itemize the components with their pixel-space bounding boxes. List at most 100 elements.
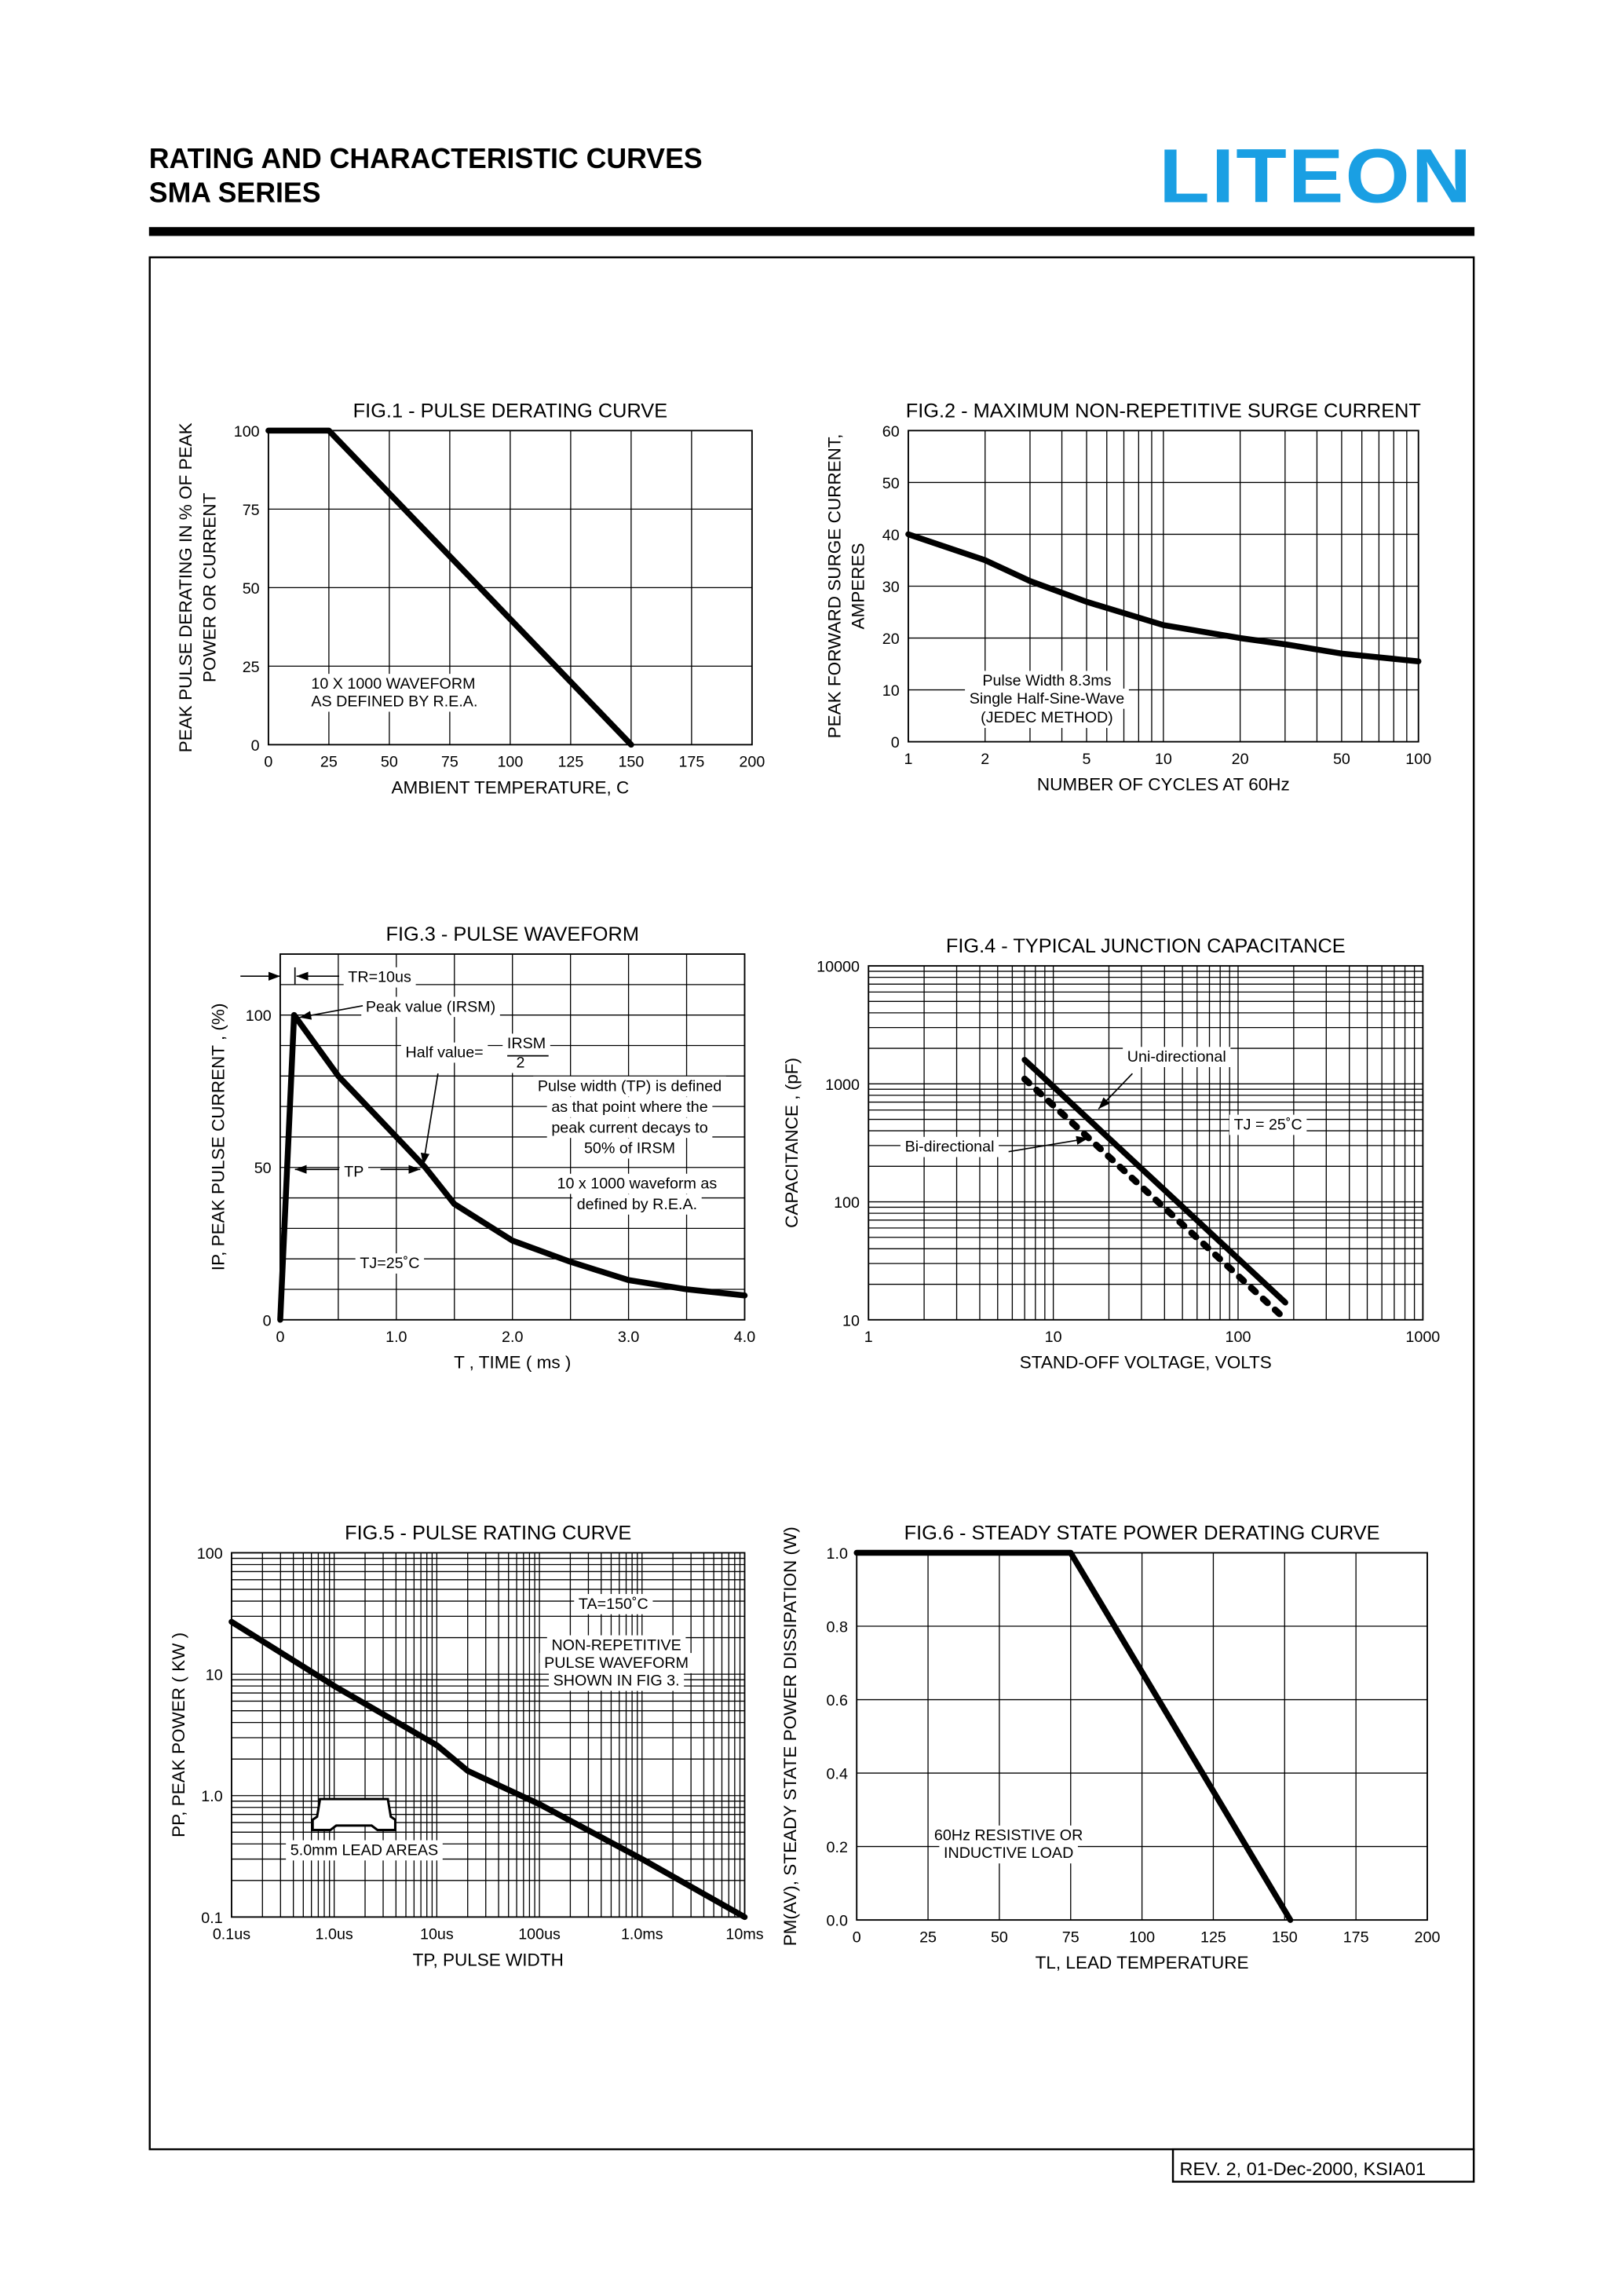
- y-axis-label: POWER OR CURRENT: [199, 492, 219, 682]
- annotation-text: PULSE WAVEFORM: [544, 1654, 689, 1672]
- y-tick-label: 75: [243, 502, 260, 519]
- data-point: [337, 1075, 339, 1077]
- y-tick-label: 0.6: [827, 1692, 848, 1709]
- x-tick-label: 175: [678, 754, 704, 771]
- data-point: [327, 430, 330, 432]
- y-tick-label: 50: [882, 475, 900, 492]
- x-tick-label: 2.0: [502, 1329, 523, 1346]
- x-tick-label: 1.0: [385, 1329, 407, 1346]
- arrow-icon: [420, 1073, 439, 1165]
- x-tick-label: 0.1us: [213, 1926, 250, 1943]
- y-tick-label: 1.0: [827, 1545, 848, 1563]
- y-tick-label: 100: [246, 1007, 272, 1025]
- data-point: [1162, 624, 1164, 626]
- header-title: RATING AND CHARACTERISTIC CURVES: [149, 143, 703, 174]
- chart-title: FIG.6 - STEADY STATE POWER DERATING CURV…: [904, 1523, 1380, 1545]
- chart-fig6: FIG.6 - STEADY STATE POWER DERATING CURV…: [780, 1523, 1440, 1972]
- data-point: [908, 533, 909, 536]
- x-tick-label: 100: [1226, 1329, 1251, 1346]
- data-point: [333, 1685, 335, 1687]
- x-tick-label: 2: [981, 751, 989, 768]
- data-point: [627, 1279, 630, 1281]
- data-point: [466, 1770, 469, 1772]
- x-tick-label: 20: [1232, 751, 1249, 768]
- y-tick-label: 1000: [825, 1077, 860, 1094]
- annotation-background: [355, 1253, 425, 1274]
- annotation-text: 10 X 1000 WAVEFORM: [311, 675, 475, 693]
- chart-fig2: FIG.2 - MAXIMUM NON-REPETITIVE SURGE CUR…: [825, 400, 1432, 794]
- y-tick-label: 100: [197, 1545, 223, 1563]
- x-tick-label: 1000: [1405, 1329, 1440, 1346]
- data-point: [453, 1203, 455, 1205]
- annotation-background: [361, 996, 500, 1018]
- annotation-background: [539, 1653, 693, 1673]
- plot-frame: [856, 1552, 1428, 1921]
- x-tick-label: 150: [1272, 1929, 1298, 1946]
- y-tick-label: 0.0: [827, 1913, 848, 1930]
- y-axis-label: PM(AV), STEADY STATE POWER DISSIPATION (…: [780, 1526, 800, 1946]
- data-point: [685, 1289, 688, 1290]
- data-point: [984, 559, 986, 561]
- y-tick-label: 1.0: [201, 1788, 222, 1805]
- annotation-background: [574, 1593, 653, 1614]
- annotation-background: [502, 1033, 550, 1055]
- x-tick-label: 125: [557, 754, 583, 771]
- x-tick-label: 50: [381, 754, 398, 771]
- data-point: [231, 1621, 232, 1623]
- x-tick-label: 0: [853, 1929, 861, 1946]
- data-point: [743, 1916, 746, 1918]
- arrow-icon: [1008, 1135, 1089, 1153]
- x-tick-label: 75: [1062, 1929, 1080, 1946]
- x-tick-label: 10: [1045, 1329, 1062, 1346]
- data-point: [279, 1318, 281, 1321]
- data-point: [1024, 1078, 1026, 1080]
- data-point: [1024, 1058, 1026, 1061]
- x-tick-label: 0: [276, 1329, 284, 1346]
- annotation-text: TR=10us: [348, 969, 411, 986]
- revision-box: [1171, 2148, 1475, 2183]
- y-tick-label: 40: [882, 527, 900, 544]
- x-tick-label: 125: [1200, 1929, 1226, 1946]
- x-axis-label: AMBIENT TEMPERATURE, C: [392, 777, 630, 797]
- y-tick-label: 10: [882, 682, 900, 700]
- annotation-background: [900, 1136, 999, 1157]
- annotation-background: [965, 688, 1129, 709]
- y-tick-label: 50: [254, 1160, 272, 1177]
- x-axis-label: TL, LEAD TEMPERATURE: [1036, 1953, 1249, 1972]
- chart-title: FIG.4 - TYPICAL JUNCTION CAPACITANCE: [946, 935, 1346, 957]
- header-series: SMA SERIES: [149, 177, 321, 208]
- x-tick-label: 1: [904, 751, 912, 768]
- series-line-uni-directional: [1021, 1056, 1288, 1306]
- annotation-background: [546, 1097, 713, 1117]
- y-tick-label: 60: [882, 423, 900, 441]
- x-tick-label: 1: [864, 1329, 873, 1346]
- y-tick-label: 0.8: [827, 1619, 848, 1636]
- y-axis-label: PEAK FORWARD SURGE CURRENT,: [825, 434, 845, 739]
- annotation-text: 5.0mm LEAD AREAS: [290, 1841, 438, 1859]
- x-tick-label: 200: [739, 754, 765, 771]
- annotation-text: peak current decays to: [551, 1119, 707, 1136]
- annotation-background: [976, 707, 1118, 729]
- annotation-text: INDUCTIVE LOAD: [944, 1844, 1073, 1862]
- y-tick-label: 0: [891, 734, 900, 751]
- y-tick-label: 0: [263, 1312, 272, 1329]
- sma-package-body: [311, 1797, 396, 1832]
- data-point: [1239, 637, 1241, 639]
- data-point: [539, 1803, 541, 1805]
- y-tick-label: 20: [882, 631, 900, 648]
- x-tick-label: 50: [991, 1929, 1008, 1946]
- x-tick-label: 100: [1405, 751, 1431, 768]
- data-point: [293, 1014, 295, 1016]
- x-tick-label: 175: [1343, 1929, 1369, 1946]
- y-tick-label: 100: [834, 1194, 860, 1212]
- annotation-background: [306, 674, 480, 694]
- annotation-text: Half value=: [406, 1044, 484, 1062]
- x-axis-label: STAND-OFF VOLTAGE, VOLTS: [1020, 1353, 1272, 1373]
- plot-frame: [908, 430, 1419, 743]
- data-point: [1340, 653, 1343, 655]
- plot-frame: [231, 1552, 746, 1918]
- data-point: [1029, 579, 1031, 582]
- y-tick-label: 0.2: [827, 1839, 848, 1856]
- x-tick-label: 1.0ms: [621, 1926, 663, 1943]
